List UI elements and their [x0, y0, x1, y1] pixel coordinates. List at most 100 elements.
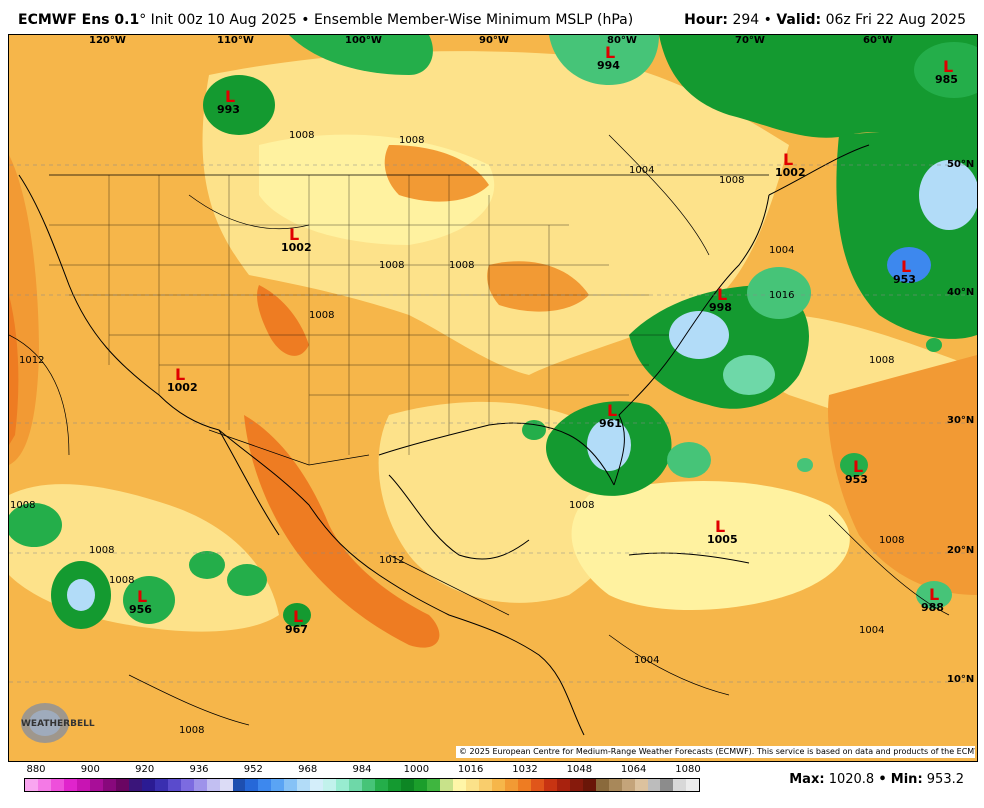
colorbar-swatch — [440, 779, 453, 791]
low-central-pressure: 953 — [893, 273, 916, 286]
green-small-pacific — [189, 551, 225, 579]
colorbar-swatch — [452, 779, 466, 791]
colorbar-swatch — [336, 779, 350, 791]
isobar-label: 1008 — [179, 725, 205, 736]
colorbar-swatch — [595, 779, 609, 791]
green-tiny-atlantic — [797, 458, 813, 472]
colorbar-swatch — [349, 779, 363, 791]
colorbar-swatch — [543, 779, 557, 791]
weatherbell-logo: WEATHERBELL — [21, 703, 95, 743]
green-small-pacific-b — [227, 564, 267, 596]
isobar-label: 1008 — [309, 310, 335, 321]
pressure-colorbar: 880 900 920 936 952 968 984 1000 1016 1032 1048 106… — [24, 764, 701, 804]
hour-value: 294 — [732, 12, 760, 28]
isobar-label: 1008 — [719, 175, 745, 186]
cuba-coastline — [628, 552, 750, 564]
colorbar-tick-label: 952 — [243, 764, 263, 775]
low-central-pressure: 1002 — [775, 166, 806, 179]
blue-core-pacific-a — [67, 579, 95, 611]
logo-text: WEATHERBELL — [21, 719, 95, 729]
longitude-label: 110°W — [217, 35, 254, 46]
colorbar-swatch — [128, 779, 142, 791]
low-symbol-L: L — [929, 585, 940, 604]
colorbar-swatch — [76, 779, 90, 791]
colorbar-tick-label: 900 — [80, 764, 100, 775]
colorbar-swatch — [686, 779, 700, 791]
blue-low-953-north — [887, 247, 931, 283]
low-symbol-L: L — [715, 517, 726, 536]
colorbar-swatch — [375, 779, 389, 791]
low-symbol-L: L — [289, 225, 300, 244]
isobars — [9, 134, 950, 726]
green-zone-hudson — [549, 35, 659, 85]
colorbar-swatch — [634, 779, 648, 791]
colorbar-swatch — [297, 779, 311, 791]
colorbar-swatch — [50, 779, 64, 791]
colorbar-swatch — [310, 779, 324, 791]
green-low-976 — [723, 355, 775, 395]
colorbar-swatch — [608, 779, 622, 791]
valid-label: Valid — [776, 12, 816, 28]
colorbar-swatch — [115, 779, 129, 791]
colorbar-swatch — [504, 779, 518, 791]
green-low-bahamas — [667, 442, 711, 478]
colorbar-swatch — [673, 779, 687, 791]
dark-orange-coast — [9, 295, 19, 445]
colorbar-swatch — [89, 779, 103, 791]
isobar-label: 1008 — [89, 545, 115, 556]
gulf-coastline — [378, 422, 615, 486]
colorbar-swatch — [219, 779, 233, 791]
colorbar-swatch — [323, 779, 337, 791]
colorbar-swatch — [478, 779, 492, 791]
green-zone-canada — [659, 35, 977, 138]
header: ECMWF Ens 0.1° Init 00z 10 Aug 2025 • En… — [0, 0, 984, 34]
blue-low-ne — [919, 160, 977, 230]
colorbar-tick-label: 1080 — [675, 764, 701, 775]
colorbar-swatch — [388, 779, 402, 791]
colorbar-tick-label: 936 — [189, 764, 209, 775]
init-time: Init 00z 10 Aug 2025 — [150, 12, 297, 28]
field-stats: Max: 1020.8 • Min: 953.2 — [789, 772, 964, 787]
colorbar-swatch — [414, 779, 428, 791]
min-value: 953.2 — [926, 772, 964, 787]
map-canvas — [9, 35, 977, 761]
low-symbol-L: L — [943, 57, 954, 76]
colorbar-swatch — [284, 779, 298, 791]
low-symbol-L: L — [225, 87, 236, 106]
longitude-label: 70°W — [735, 35, 765, 46]
max-value: 1020.8 — [828, 772, 875, 787]
longitude-label: 90°W — [479, 35, 509, 46]
isobar-label: 1008 — [10, 500, 36, 511]
green-low-956 — [123, 576, 175, 624]
colorbar-swatch — [206, 779, 220, 791]
colorbar-swatch — [37, 779, 51, 791]
orange-zone-dakotas — [384, 145, 489, 202]
isobar-label: 1004 — [629, 165, 655, 176]
low-symbol-L: L — [137, 587, 148, 606]
isobar-label: 1008 — [289, 130, 315, 141]
hour-label: Hour — [684, 12, 723, 28]
model-name: ECMWF Ens 0.1 — [18, 12, 140, 28]
latitude-label: 20°N — [947, 545, 975, 556]
colorbar-swatch — [167, 779, 181, 791]
colorbar-swatch — [245, 779, 259, 791]
dark-orange-mexico — [244, 415, 440, 648]
orange-zone-midwest — [487, 261, 589, 312]
copyright-notice: © 2025 European Centre for Medium-Range … — [456, 746, 975, 758]
isobar-label: 1008 — [449, 260, 475, 271]
low-central-pressure: 998 — [709, 301, 732, 314]
green-low-953-south — [840, 453, 868, 477]
green-low-985 — [914, 42, 977, 98]
colorbar-swatch — [232, 779, 246, 791]
longitude-label: 60°W — [863, 35, 893, 46]
chart-title: ECMWF Ens 0.1° Init 00z 10 Aug 2025 • En… — [18, 12, 633, 28]
colorbar-swatch — [569, 779, 583, 791]
colorbar-swatch — [258, 779, 272, 791]
green-zone-north-plains — [289, 35, 433, 75]
isobar-label: 1008 — [869, 355, 895, 366]
green-low-pacific-west — [9, 503, 62, 547]
green-low-967 — [283, 603, 311, 627]
latitude-label: 50°N — [947, 159, 975, 170]
dark-orange-southwest — [257, 285, 309, 356]
low-symbol-L: L — [293, 607, 304, 626]
